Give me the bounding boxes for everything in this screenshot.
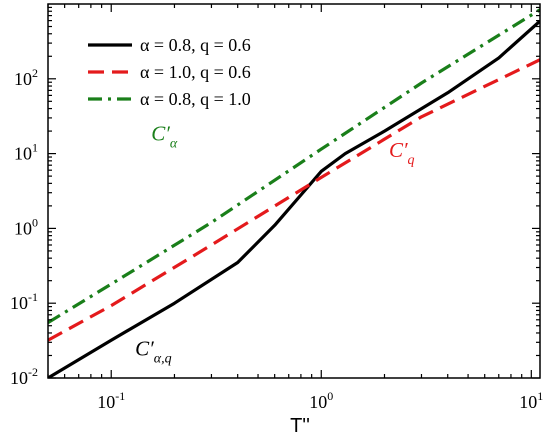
legend-label-2: α = 1.0, q = 0.6 bbox=[140, 62, 251, 82]
curve-annotation-2: C′q bbox=[389, 138, 415, 168]
y-tick-label: 10-2 bbox=[10, 365, 38, 388]
curve-annotation-3: C′α,q bbox=[135, 336, 171, 366]
legend-label-1: α = 0.8, q = 0.6 bbox=[140, 35, 251, 55]
x-tick-label: 10-1 bbox=[97, 389, 125, 412]
y-tick-label: 102 bbox=[14, 66, 38, 89]
ticks-layer: 10-1 100 101 10-2 10-1 100 101 102 bbox=[10, 4, 543, 412]
y-tick-label: 101 bbox=[14, 141, 38, 164]
annotation-layer: C′α C′q C′α,q bbox=[135, 121, 414, 366]
x-axis-label: T'' bbox=[290, 415, 310, 437]
y-tick-label: 10-1 bbox=[10, 290, 38, 313]
y-tick-label: 100 bbox=[14, 215, 38, 238]
plot-frame bbox=[47, 3, 541, 379]
legend-label-3: α = 0.8, q = 1.0 bbox=[140, 89, 251, 109]
x-tick-label: 100 bbox=[309, 389, 333, 412]
curve-annotation-1: C′α bbox=[151, 121, 178, 151]
series-line-1 bbox=[48, 19, 540, 378]
series-line-2 bbox=[48, 58, 540, 342]
series-layer bbox=[48, 8, 540, 378]
series-line-3 bbox=[48, 8, 540, 324]
x-tick-label: 101 bbox=[519, 389, 543, 412]
legend: α = 0.8, q = 0.6 α = 1.0, q = 0.6 α = 0.8… bbox=[88, 35, 251, 109]
